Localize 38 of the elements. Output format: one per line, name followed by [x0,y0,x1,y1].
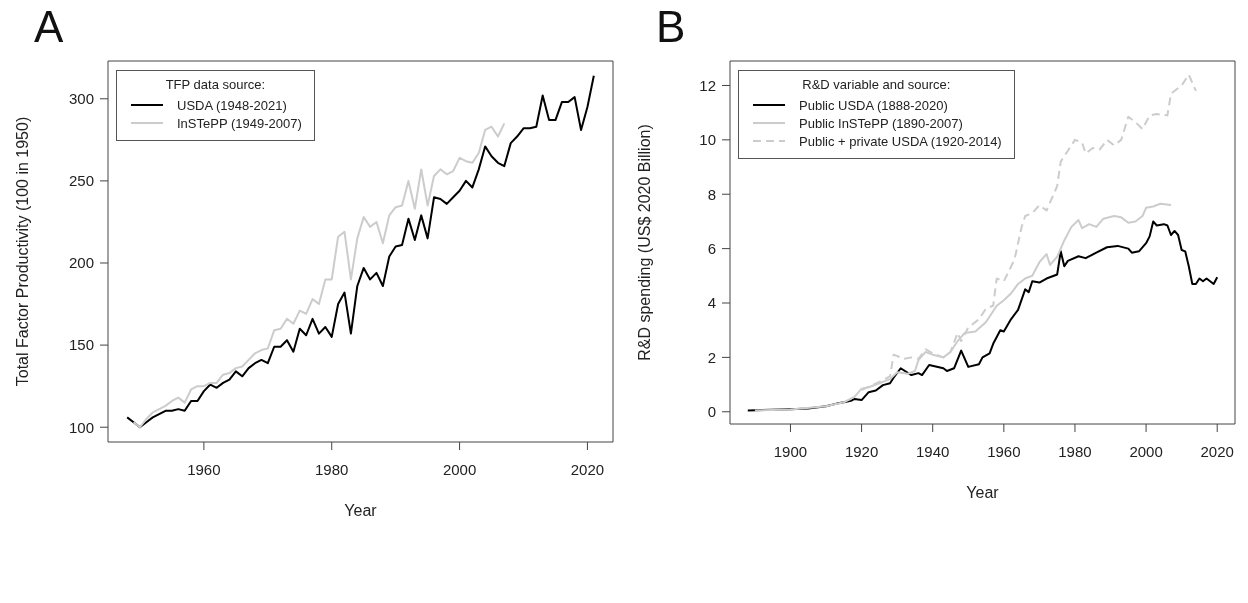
y-tick-label: 0 [707,403,716,421]
y-axis-title: R&D spending (US$ 2020 Billion) [635,124,653,361]
y-tick-label: 150 [68,336,94,354]
line-series [126,74,595,429]
y-axis-title: Total Factor Productivity (100 in 1950) [13,116,31,387]
y-tick-label: 250 [68,172,94,190]
x-tick-label: 1960 [187,460,221,478]
x-tick-label: 1980 [315,460,349,478]
x-tick-label: 1900 [773,442,808,460]
y-tick-label: 10 [699,131,716,149]
x-tick-label: 1920 [844,442,879,460]
x-tick-label: 2000 [442,460,477,478]
chart-title: A [34,2,64,52]
y-tick-label: 6 [707,239,716,257]
x-axis-title: Year [344,502,378,519]
y-tick-label: 200 [68,254,94,272]
x-tick-label: 1980 [1058,442,1092,460]
legend-title: TFP data source: [164,77,267,92]
legend-label: InSTePP (1949-2007) [177,115,302,131]
x-tick-label: 2020 [570,460,605,478]
y-tick-label: 100 [68,418,94,436]
x-axis-title: Year [966,484,1000,501]
legend-label: Public InSTePP (1890-2007) [799,115,963,131]
x-tick-label: 2000 [1129,442,1163,460]
legend-title: R&D variable and source: [801,77,952,92]
legend-label: Public USDA (1888-2020) [799,97,948,113]
legend-label: USDA (1948-2021) [177,97,287,113]
y-tick-label: 12 [699,76,716,94]
legend-label: Public + private USDA (1920-2014) [799,133,1002,149]
x-tick-label: 1960 [987,442,1021,460]
y-tick-label: 300 [68,90,94,108]
x-tick-label: 1940 [916,442,950,460]
line-series [746,220,1219,412]
y-tick-label: 8 [707,185,716,203]
y-tick-label: 4 [707,294,716,312]
y-tick-label: 2 [707,348,716,366]
x-tick-label: 2020 [1200,442,1234,460]
chart-title: B [656,2,686,52]
